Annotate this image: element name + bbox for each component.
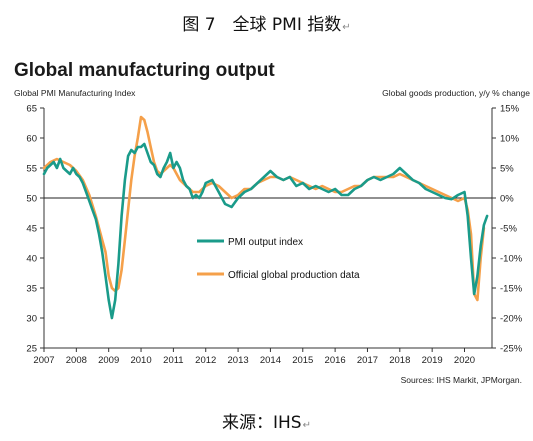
series-lines [42, 115, 489, 320]
right-tick-label: 5% [500, 164, 514, 175]
right-tick-label: -15% [500, 284, 523, 295]
left-tick-label: 40 [26, 254, 37, 265]
x-tick-label: 2012 [195, 355, 216, 366]
x-tick-label: 2009 [98, 355, 119, 366]
x-tick-label: 2013 [228, 355, 249, 366]
x-tick-label: 2016 [325, 355, 346, 366]
source-caption: 来源：IHS↵ [222, 413, 311, 433]
x-tick-label: 2014 [260, 355, 281, 366]
right-tick-label: 0% [500, 194, 514, 205]
right-tick-label: -20% [500, 314, 523, 325]
right-tick-label: 15% [500, 104, 520, 115]
x-tick-label: 2010 [130, 355, 151, 366]
right-tick-label: -25% [500, 344, 523, 355]
left-tick-label: 60 [26, 134, 37, 145]
figure-caption: 图 7 全球 PMI 指数↵ [182, 15, 351, 35]
x-tick-label: 2018 [389, 355, 410, 366]
x-tick-label: 2019 [422, 355, 443, 366]
x-tick-label: 2008 [66, 355, 87, 366]
legend-label-pmi: PMI output index [228, 237, 303, 248]
chart-title: Global manufacturing output [14, 60, 275, 81]
right-axis-label: Global goods production, y/y % change [382, 88, 530, 98]
left-tick-label: 50 [26, 194, 37, 205]
source-note: Sources: IHS Markit, JPMorgan. [401, 375, 522, 385]
right-tick-label: -5% [500, 224, 517, 235]
left-tick-label: 35 [26, 284, 37, 295]
x-tick-label: 2020 [454, 355, 475, 366]
left-tick-label: 25 [26, 344, 37, 355]
x-tick-label: 2007 [33, 355, 54, 366]
axes: 65 60 55 50 45 40 35 30 25 15% 10% 5% 0% -5% -10% -15% -… [26, 104, 522, 367]
x-tick-label: 2015 [292, 355, 313, 366]
right-tick-label: 10% [500, 134, 520, 145]
x-tick-label: 2011 [163, 355, 183, 366]
paragraph-mark: ↵ [302, 420, 311, 431]
left-tick-label: 45 [26, 224, 37, 235]
legend: PMI output index Official global product… [197, 237, 360, 281]
legend-label-production: Official global production data [228, 270, 360, 281]
left-tick-label: 30 [26, 314, 37, 325]
right-tick-label: -10% [500, 254, 523, 265]
left-tick-label: 55 [26, 164, 37, 175]
series-line-pmi [42, 142, 489, 320]
left-axis-label: Global PMI Manufacturing Index [14, 88, 136, 98]
x-tick-label: 2017 [357, 355, 378, 366]
paragraph-mark: ↵ [342, 22, 351, 33]
left-tick-label: 65 [26, 104, 37, 115]
